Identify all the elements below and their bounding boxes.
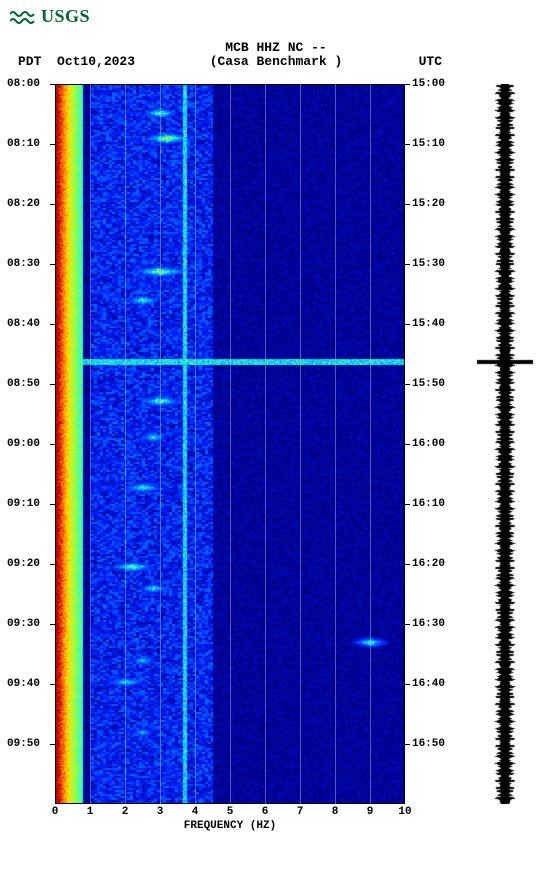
x-tick-label: 6 [262,806,269,818]
grid-line [335,84,336,804]
usgs-logo-text: USGS [41,6,90,27]
left-time-label: 08:50 [7,378,40,390]
x-tick-label: 7 [297,806,304,818]
tick-mark [405,324,410,325]
tick-mark [405,504,410,505]
right-time-label: 15:10 [412,138,445,150]
x-tick-label: 0 [52,806,59,818]
x-tick-label: 1 [87,806,94,818]
tick-mark [405,384,410,385]
tick-mark [50,564,55,565]
grid-line [265,84,266,804]
x-tick-label: 10 [398,806,411,818]
tick-mark [405,144,410,145]
tz-left: PDT [18,54,41,69]
right-timezone-label: UTC [419,54,442,69]
grid-line [90,84,91,804]
tick-mark [50,444,55,445]
usgs-wave-icon [10,8,36,26]
x-tick-label: 5 [227,806,234,818]
tick-mark [405,744,410,745]
grid-line [125,84,126,804]
tick-mark [405,204,410,205]
right-time-label: 16:50 [412,738,445,750]
right-time-label: 15:20 [412,198,445,210]
tick-mark [50,744,55,745]
right-time-label: 15:40 [412,318,445,330]
tick-mark [50,264,55,265]
left-timezone-label: PDT Oct10,2023 [18,54,135,69]
tick-mark [405,444,410,445]
grid-line [230,84,231,804]
waveform-panel [475,84,535,804]
grid-line [160,84,161,804]
right-time-label: 16:00 [412,438,445,450]
tick-mark [50,684,55,685]
left-time-label: 09:20 [7,558,40,570]
tick-mark [50,84,55,85]
x-axis-label: FREQUENCY (HZ) [55,820,405,832]
left-time-label: 09:10 [7,498,40,510]
x-tick-label: 4 [192,806,199,818]
x-tick-label: 8 [332,806,339,818]
right-time-label: 15:00 [412,78,445,90]
x-tick-label: 2 [122,806,129,818]
left-time-label: 08:40 [7,318,40,330]
grid-line [370,84,371,804]
tick-mark [405,264,410,265]
x-tick-label: 9 [367,806,374,818]
tick-mark [405,684,410,685]
waveform-canvas [475,84,535,804]
tick-mark [50,204,55,205]
left-time-label: 09:50 [7,738,40,750]
tick-mark [50,324,55,325]
left-time-label: 09:40 [7,678,40,690]
right-time-label: 16:30 [412,618,445,630]
tick-mark [50,384,55,385]
left-time-label: 08:10 [7,138,40,150]
right-time-label: 16:20 [412,558,445,570]
tick-mark [405,84,410,85]
tick-mark [50,144,55,145]
grid-line [300,84,301,804]
left-time-label: 09:30 [7,618,40,630]
spectrogram-plot: FREQUENCY (HZ) 01234567891008:0008:1008:… [55,84,405,804]
tick-mark [50,504,55,505]
tick-mark [50,624,55,625]
tick-mark [405,624,410,625]
x-tick-label: 3 [157,806,164,818]
left-time-label: 08:20 [7,198,40,210]
left-time-label: 08:00 [7,78,40,90]
right-time-label: 15:50 [412,378,445,390]
chart-title-line1: MCB HHZ NC -- [0,40,552,55]
usgs-logo: USGS [10,6,90,27]
left-time-label: 08:30 [7,258,40,270]
date-label: Oct10,2023 [57,54,135,69]
right-time-label: 15:30 [412,258,445,270]
left-time-label: 09:00 [7,438,40,450]
tick-mark [405,564,410,565]
right-time-label: 16:10 [412,498,445,510]
right-time-label: 16:40 [412,678,445,690]
grid-line [195,84,196,804]
